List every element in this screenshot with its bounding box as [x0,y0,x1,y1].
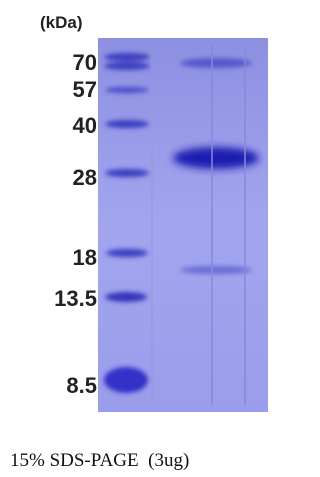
unit-label: (kDa) [40,13,83,32]
marker-label: 70 [73,50,97,75]
marker-label: 8.5 [66,373,97,398]
gel [98,38,268,412]
page: {"unit_label": "(kDa)", "markers": ["70"… [0,0,302,477]
caption: 15% SDS-PAGE (3ug) [10,450,189,471]
marker-label: 28 [73,165,97,190]
marker-label: 13.5 [54,286,97,311]
marker-label: 57 [73,77,97,102]
marker-label: 18 [73,245,97,270]
marker-label: 40 [73,113,97,138]
